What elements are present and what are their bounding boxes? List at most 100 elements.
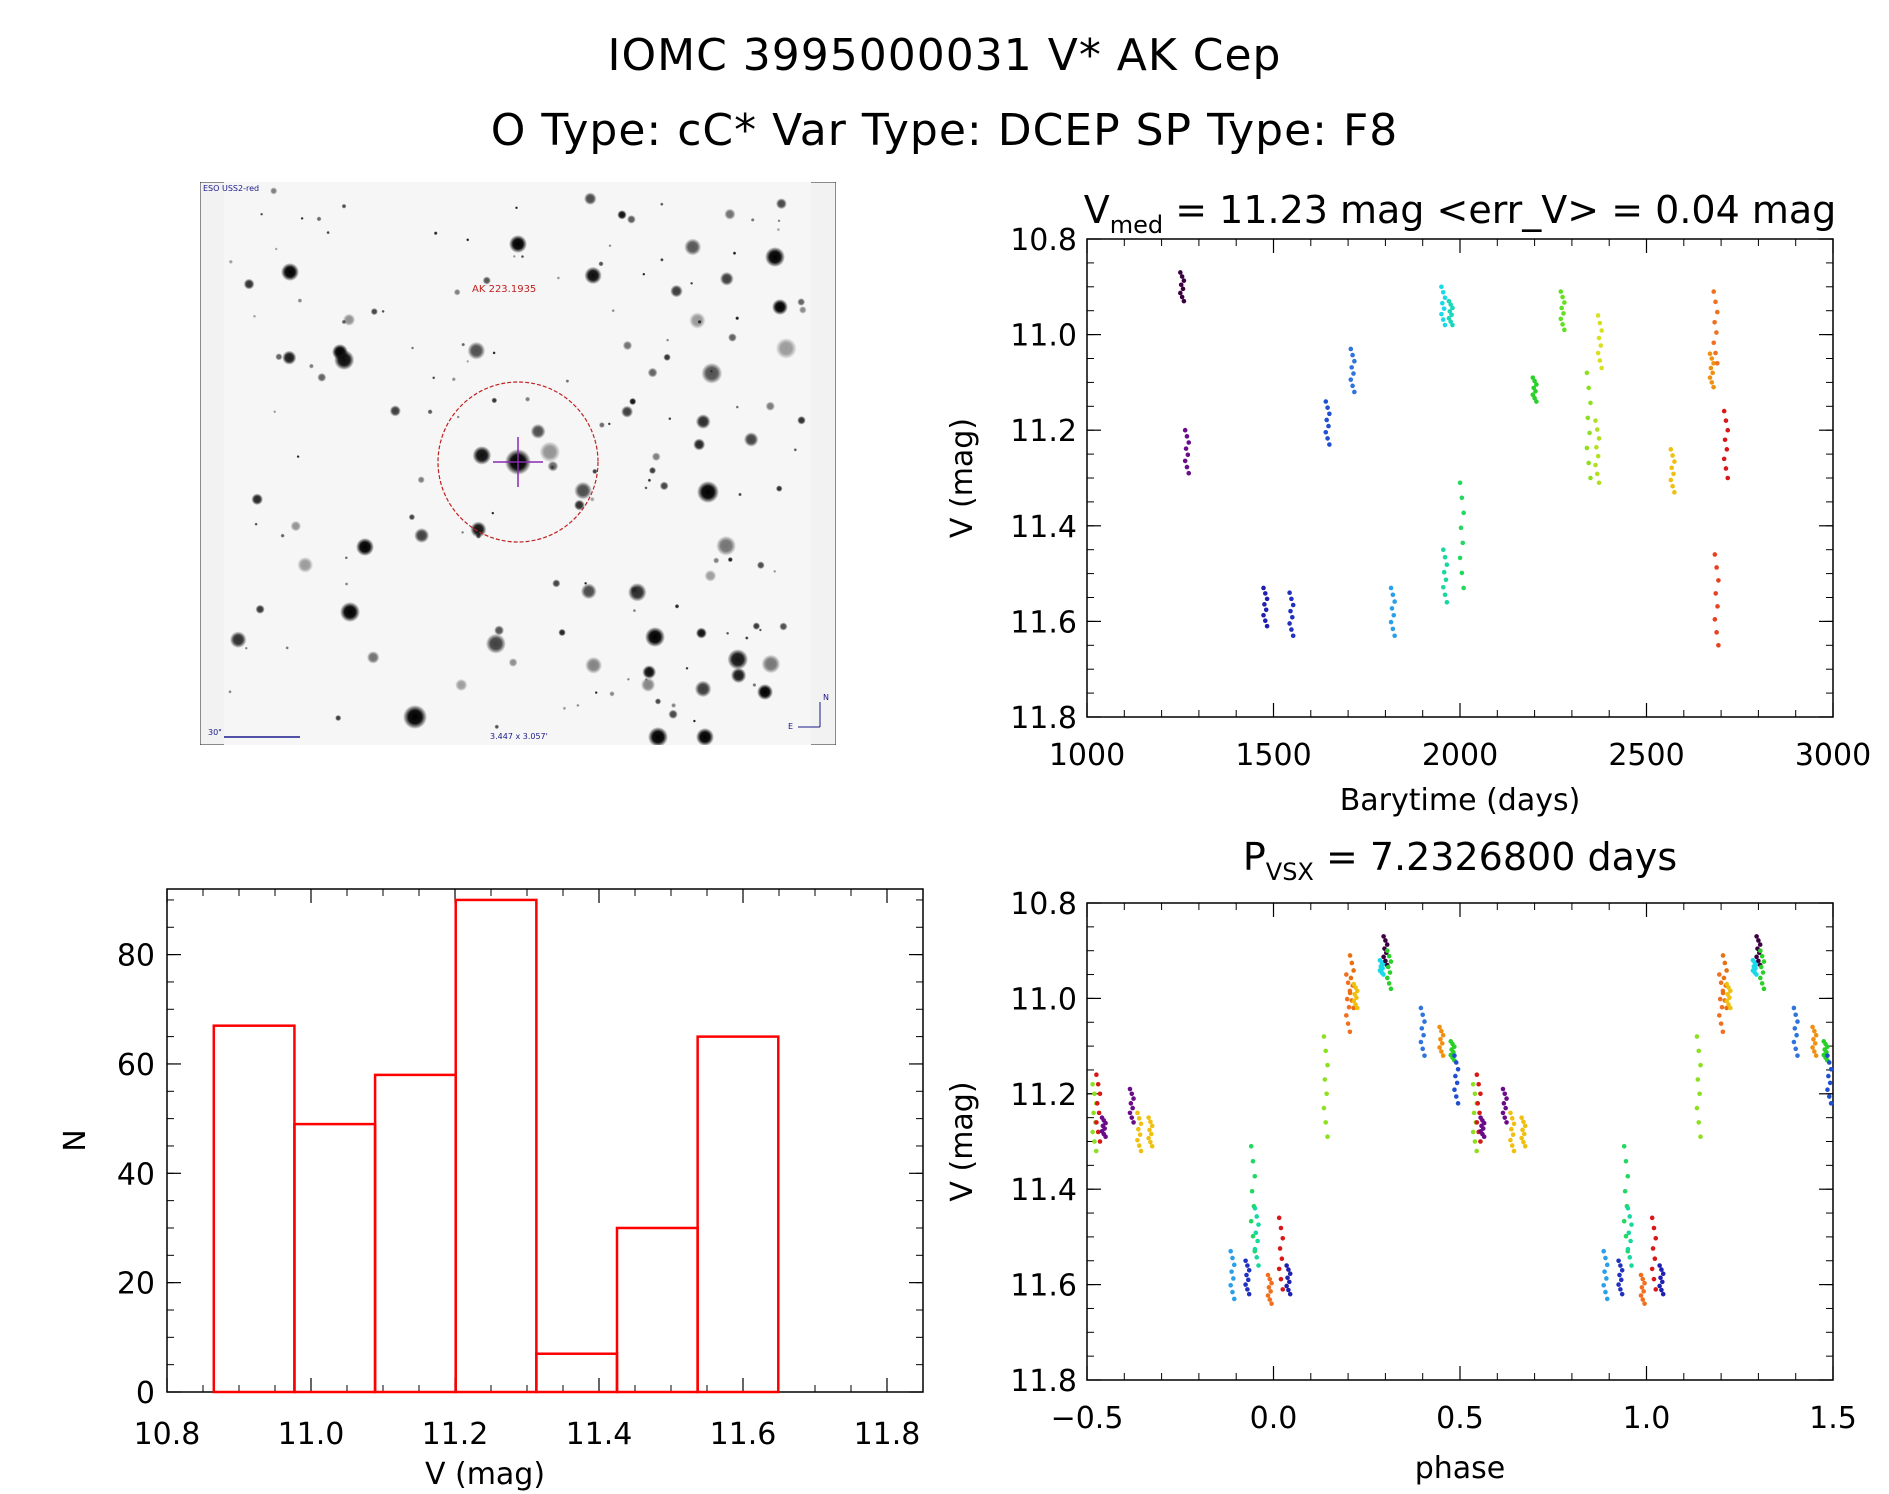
data-point bbox=[1286, 1267, 1291, 1272]
star bbox=[777, 219, 781, 223]
data-point bbox=[1231, 1276, 1236, 1281]
data-point bbox=[1533, 388, 1538, 394]
data-point bbox=[1502, 1091, 1508, 1097]
data-point bbox=[1628, 1238, 1633, 1244]
star bbox=[797, 416, 806, 425]
data-point bbox=[1653, 1235, 1659, 1241]
data-point bbox=[1090, 1129, 1095, 1135]
star bbox=[727, 649, 749, 670]
star bbox=[275, 353, 283, 361]
data-point bbox=[1471, 1110, 1477, 1116]
data-point bbox=[1640, 1276, 1646, 1282]
star bbox=[630, 586, 638, 594]
star bbox=[651, 452, 661, 462]
data-point bbox=[1697, 1091, 1702, 1097]
star bbox=[297, 298, 303, 303]
data-point bbox=[1595, 350, 1601, 356]
data-point bbox=[1420, 1012, 1425, 1018]
data-point bbox=[1179, 274, 1185, 279]
y-tick-label: 20 bbox=[117, 1267, 155, 1302]
data-point bbox=[1531, 385, 1537, 391]
bright-star bbox=[696, 728, 714, 745]
star bbox=[671, 702, 677, 708]
data-point bbox=[1560, 322, 1565, 327]
data-point bbox=[1757, 942, 1763, 947]
y-tick-label: 11.2 bbox=[1010, 1078, 1077, 1113]
data-point bbox=[1594, 471, 1600, 477]
star bbox=[727, 557, 733, 563]
plot-frame bbox=[166, 888, 924, 1393]
data-point bbox=[1443, 577, 1449, 583]
star bbox=[670, 284, 683, 298]
star bbox=[366, 651, 380, 664]
data-point bbox=[1228, 1282, 1233, 1288]
data-point bbox=[1520, 1127, 1525, 1133]
star bbox=[417, 476, 425, 484]
data-point bbox=[1585, 415, 1591, 421]
x-axis-label: phase bbox=[1415, 1451, 1506, 1486]
star bbox=[492, 351, 496, 355]
data-point bbox=[1617, 1272, 1622, 1278]
data-point bbox=[1707, 351, 1713, 357]
data-point bbox=[1178, 282, 1184, 288]
star bbox=[470, 521, 487, 538]
star bbox=[300, 216, 304, 220]
star bbox=[254, 522, 258, 526]
data-point bbox=[1347, 953, 1353, 958]
data-point bbox=[1422, 1053, 1427, 1058]
data-point bbox=[1149, 1123, 1155, 1129]
star bbox=[719, 271, 734, 286]
star bbox=[692, 719, 696, 723]
data-point bbox=[1103, 1134, 1108, 1140]
data-point bbox=[1440, 1032, 1446, 1038]
data-point bbox=[1228, 1248, 1233, 1254]
data-point bbox=[1621, 1143, 1627, 1149]
data-point bbox=[1478, 1091, 1483, 1097]
data-point bbox=[1345, 980, 1351, 986]
data-point bbox=[1389, 606, 1395, 611]
star bbox=[389, 405, 401, 417]
data-point bbox=[1392, 633, 1397, 639]
data-point bbox=[1384, 942, 1390, 947]
data-point bbox=[1812, 1049, 1817, 1054]
data-point bbox=[1500, 1110, 1506, 1116]
data-point bbox=[1454, 1080, 1460, 1086]
data-point bbox=[1725, 475, 1731, 481]
data-point bbox=[1659, 1267, 1664, 1272]
data-point bbox=[1604, 1276, 1609, 1281]
star bbox=[558, 628, 566, 637]
data-point bbox=[1671, 471, 1676, 477]
data-point bbox=[1254, 1214, 1260, 1219]
data-point bbox=[1347, 1029, 1353, 1035]
data-point bbox=[1437, 1024, 1442, 1030]
star bbox=[451, 377, 456, 382]
data-point bbox=[1441, 306, 1447, 311]
data-point bbox=[1586, 385, 1591, 391]
star bbox=[584, 192, 597, 205]
data-point bbox=[1712, 552, 1718, 557]
star bbox=[776, 228, 781, 232]
data-point bbox=[1652, 1256, 1658, 1262]
data-point bbox=[1449, 312, 1454, 318]
star bbox=[738, 492, 742, 497]
data-point bbox=[1597, 358, 1603, 363]
histogram-bar bbox=[696, 1035, 780, 1394]
data-point bbox=[1249, 1188, 1255, 1194]
data-point bbox=[1289, 615, 1295, 620]
star bbox=[732, 251, 737, 255]
data-point bbox=[1385, 964, 1391, 970]
data-point bbox=[1716, 578, 1721, 583]
star bbox=[629, 397, 637, 406]
data-point bbox=[1327, 442, 1332, 447]
data-point bbox=[1127, 1086, 1133, 1092]
data-point bbox=[1625, 1205, 1631, 1211]
data-point bbox=[1718, 980, 1724, 986]
star bbox=[297, 557, 314, 573]
data-point bbox=[1136, 1116, 1142, 1121]
data-point bbox=[1383, 958, 1388, 964]
data-point bbox=[1387, 970, 1393, 975]
data-point bbox=[1601, 1248, 1606, 1254]
data-point bbox=[1269, 1301, 1274, 1306]
data-point bbox=[1352, 992, 1357, 997]
data-point bbox=[1460, 540, 1466, 546]
